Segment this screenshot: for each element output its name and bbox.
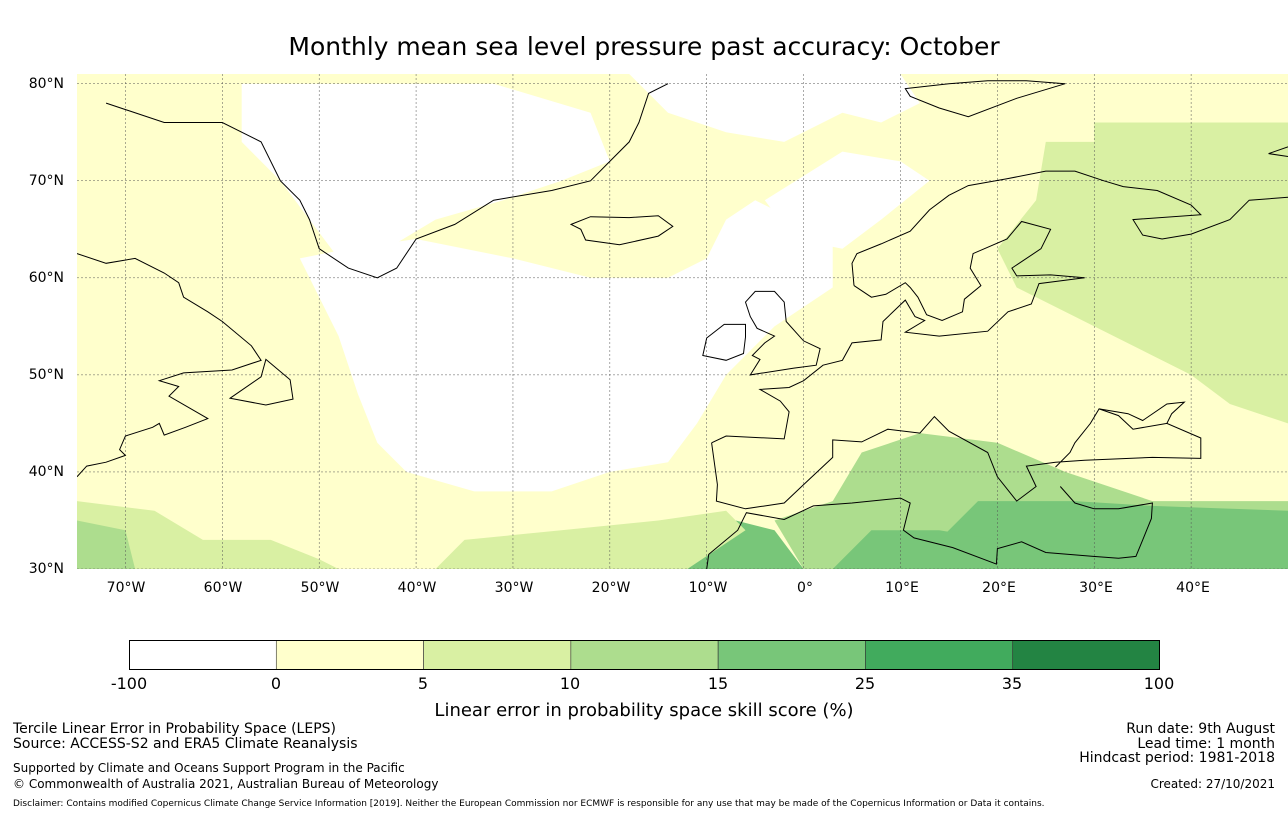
ireland-coast	[702, 323, 746, 361]
skill-region-morocco	[687, 520, 804, 569]
colorbar-tick: 5	[417, 674, 429, 693]
colorbar-tick: 35	[1001, 674, 1023, 693]
svalbard-coast	[904, 80, 1066, 118]
colorbar-swatch	[1012, 640, 1160, 670]
skill-map	[77, 74, 1288, 569]
footer-support: Supported by Climate and Oceans Support …	[13, 761, 405, 775]
footer-copyright: © Commonwealth of Australia 2021, Austra…	[13, 777, 439, 791]
iceland-coast	[569, 215, 674, 246]
africa-coast	[706, 486, 1153, 569]
lon-label: 40°E	[1176, 580, 1210, 596]
novaya-coast	[1268, 146, 1288, 157]
colorbar-tick: 100	[1143, 674, 1175, 693]
greenland-coast	[105, 83, 669, 279]
run-date: Run date: 9th August	[1126, 721, 1275, 737]
scandinavia-coast	[851, 170, 1288, 286]
lon-label: 10°W	[688, 580, 728, 596]
skill-region-norwegian-sea-white	[764, 151, 930, 249]
footer-leps: Tercile Linear Error in Probability Spac…	[13, 721, 336, 737]
lon-label: 60°W	[203, 580, 243, 596]
lon-label: 10°E	[885, 580, 919, 596]
colorbar-label: Linear error in probability space skill …	[434, 700, 854, 721]
black-sea-north	[1099, 401, 1186, 424]
hindcast-period: Hindcast period: 1981-2018	[1079, 750, 1275, 766]
lat-label: 60°N	[28, 270, 64, 286]
colorbar	[129, 640, 1160, 670]
lon-label: 20°E	[982, 580, 1016, 596]
colorbar-swatch	[865, 640, 1014, 670]
skill-region-arctic-white	[629, 74, 920, 142]
colorbar-tick: 0	[270, 674, 282, 693]
lon-label: 30°E	[1079, 580, 1113, 596]
lon-label: 40°W	[397, 580, 437, 596]
lead-time: Lead time: 1 month	[1137, 736, 1275, 752]
scandinavia-south	[853, 220, 1085, 322]
biscay-coast	[711, 277, 1085, 444]
britain-coast	[744, 290, 821, 376]
footer-source: Source: ACCESS-S2 and ERA5 Climate Reana…	[13, 736, 358, 752]
newfoundland-coast	[228, 358, 294, 406]
colorbar-tick: 25	[854, 674, 876, 693]
lon-label: 70°W	[106, 580, 146, 596]
skill-region-atlantic-south	[77, 501, 339, 569]
colorbar-swatch	[275, 640, 424, 670]
skill-region-russia-east	[997, 141, 1288, 424]
colorbar-swatch	[423, 640, 572, 670]
disclaimer: Disclaimer: Contains modified Copernicus…	[13, 799, 1045, 809]
europe-coast	[711, 408, 1202, 510]
skill-region-greenland-interior	[241, 83, 610, 259]
lon-label: 0°	[797, 580, 813, 596]
colorbar-swatch	[129, 640, 277, 670]
lat-label: 80°N	[28, 76, 64, 92]
lon-label: 50°W	[300, 580, 340, 596]
skill-region-north-atlantic	[299, 200, 833, 492]
colorbar-tick: 10	[559, 674, 581, 693]
lon-label: 20°W	[591, 580, 631, 596]
lat-label: 50°N	[28, 367, 64, 383]
colorbar-swatch	[570, 640, 719, 670]
colorbar-tick: 15	[707, 674, 729, 693]
skill-region-caribbean-corner	[77, 520, 136, 569]
colorbar-outline	[129, 640, 1160, 670]
lon-label: 30°W	[494, 580, 534, 596]
lat-label: 70°N	[28, 173, 64, 189]
skill-region-africa-north	[832, 530, 1172, 569]
created-date: Created: 27/10/2021	[1150, 777, 1275, 791]
lat-label: 30°N	[28, 561, 64, 577]
lat-label: 40°N	[28, 464, 64, 480]
north-america-coast	[77, 253, 262, 478]
map-title: Monthly mean sea level pressure past acc…	[288, 32, 1000, 61]
colorbar-swatch	[717, 640, 866, 670]
colorbar-tick: -100	[110, 674, 148, 693]
